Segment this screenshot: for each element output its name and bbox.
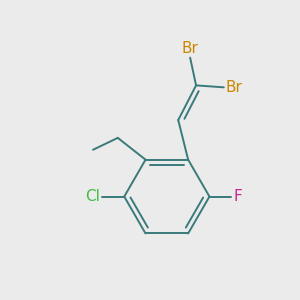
Text: Cl: Cl xyxy=(85,189,100,204)
Text: Br: Br xyxy=(182,40,199,56)
Text: Br: Br xyxy=(226,80,243,95)
Text: F: F xyxy=(233,189,242,204)
